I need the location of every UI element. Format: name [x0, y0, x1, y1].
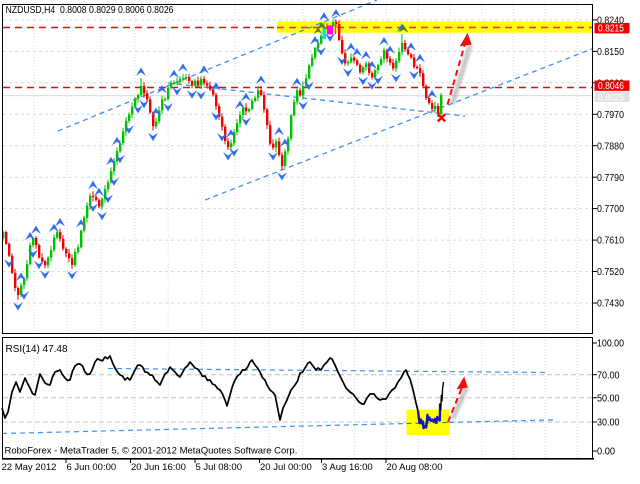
- svg-text:0.7790: 0.7790: [597, 173, 624, 184]
- svg-text:30.00: 30.00: [597, 418, 620, 429]
- svg-text:22 May 2012: 22 May 2012: [2, 462, 57, 473]
- svg-text:0.00: 0.00: [597, 447, 615, 458]
- svg-text:0.7430: 0.7430: [597, 299, 624, 310]
- svg-text:100.00: 100.00: [597, 339, 624, 350]
- svg-text:NZDUSD,H4 0.8008 0.8029 0.800: NZDUSD,H4 0.8008 0.8029 0.8006 0.8026: [6, 5, 174, 16]
- svg-text:0.7880: 0.7880: [597, 141, 624, 152]
- svg-text:70.00: 70.00: [597, 370, 620, 381]
- svg-text:RoboForex - MetaTrader 5, © 20: RoboForex - MetaTrader 5, © 2001-2012 Me…: [5, 446, 298, 457]
- svg-text:0.8150: 0.8150: [597, 47, 624, 58]
- svg-text:3 Aug 16:00: 3 Aug 16:00: [322, 462, 373, 473]
- svg-text:0.8046: 0.8046: [598, 81, 624, 92]
- svg-text:20 Jul 00:00: 20 Jul 00:00: [260, 462, 312, 473]
- svg-text:0.7700: 0.7700: [597, 204, 624, 215]
- svg-text:0.8240: 0.8240: [597, 16, 624, 27]
- svg-text:6 Jun 00:00: 6 Jun 00:00: [67, 462, 117, 473]
- svg-text:5 Jul 08:00: 5 Jul 08:00: [196, 462, 242, 473]
- svg-text:50.00: 50.00: [597, 393, 620, 404]
- svg-text:0.7970: 0.7970: [597, 110, 624, 121]
- svg-text:20 Jun 16:00: 20 Jun 16:00: [131, 462, 186, 473]
- svg-text:RSI(14) 47.48: RSI(14) 47.48: [6, 344, 68, 355]
- svg-text:0.7610: 0.7610: [597, 236, 624, 247]
- svg-text:20 Aug 08:00: 20 Aug 08:00: [387, 462, 443, 473]
- svg-text:0.8025: 0.8025: [598, 92, 624, 103]
- svg-text:0.8215: 0.8215: [598, 24, 624, 35]
- svg-text:0.7520: 0.7520: [597, 267, 624, 278]
